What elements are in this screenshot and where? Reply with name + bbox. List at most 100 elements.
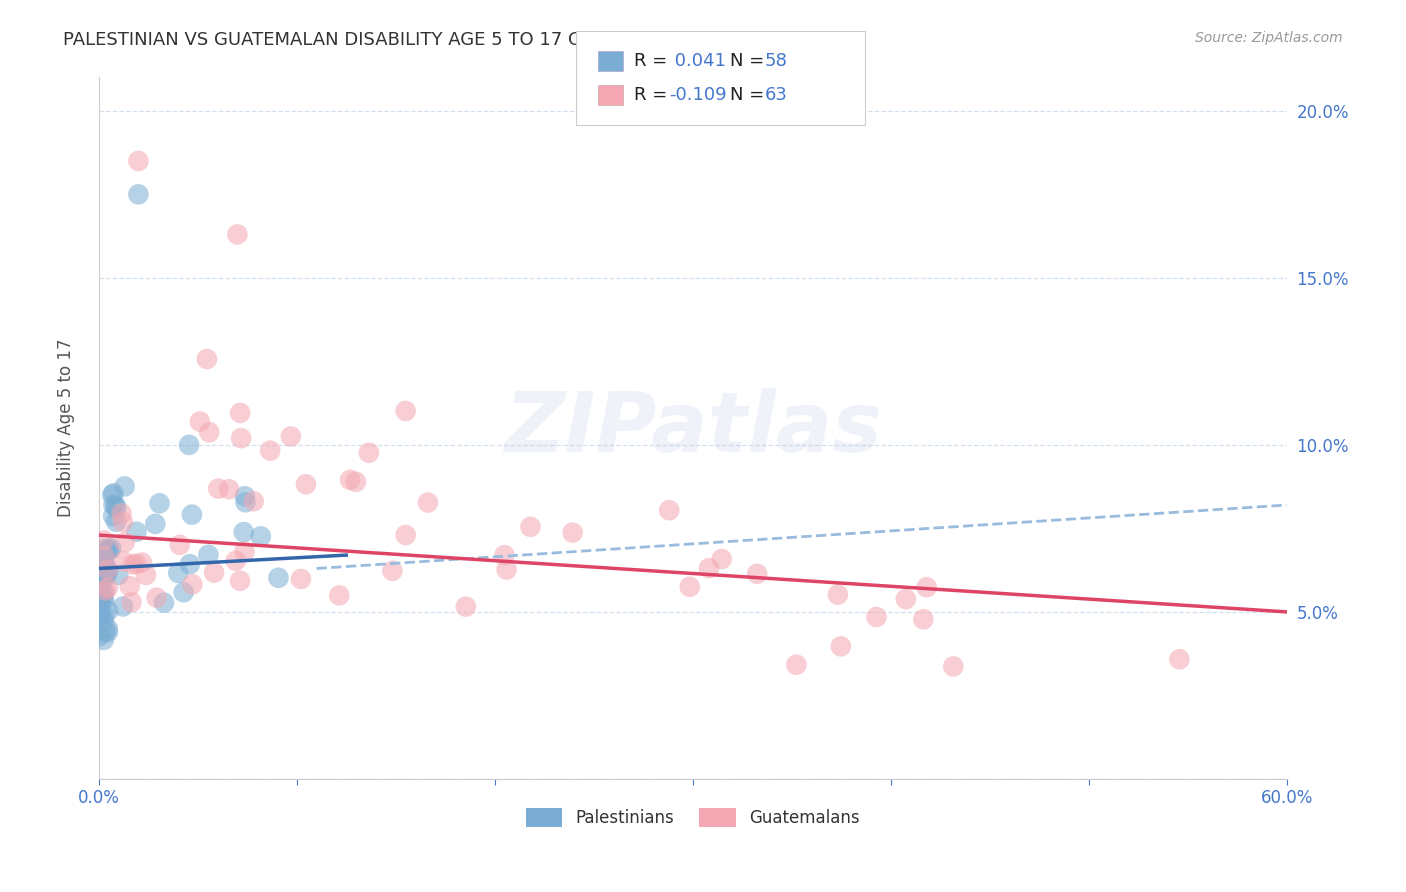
- Point: [179, 557, 201, 571]
- Point: [103, 486, 125, 500]
- Point: [89, 597, 111, 611]
- Point: [98, 543, 121, 558]
- Point: [697, 561, 720, 575]
- Text: N =: N =: [730, 52, 769, 70]
- Point: [89, 629, 111, 643]
- Point: [94, 568, 117, 582]
- Point: [93, 608, 115, 623]
- Point: [785, 657, 807, 672]
- Point: [127, 153, 149, 168]
- Point: [148, 496, 170, 510]
- Point: [87, 590, 110, 604]
- Point: [395, 404, 418, 418]
- Text: N =: N =: [730, 86, 769, 103]
- Point: [267, 571, 290, 585]
- Point: [416, 495, 439, 509]
- Point: [169, 538, 191, 552]
- Point: [101, 509, 124, 524]
- Point: [127, 187, 149, 202]
- Text: R =: R =: [634, 52, 673, 70]
- Point: [100, 541, 122, 556]
- Point: [207, 482, 229, 496]
- Text: PALESTINIAN VS GUATEMALAN DISABILITY AGE 5 TO 17 CORRELATION CHART: PALESTINIAN VS GUATEMALAN DISABILITY AGE…: [63, 31, 763, 49]
- Point: [242, 494, 264, 508]
- Point: [91, 591, 114, 606]
- Point: [97, 542, 120, 557]
- Y-axis label: Disability Age 5 to 17: Disability Age 5 to 17: [58, 339, 75, 517]
- Point: [105, 515, 128, 529]
- Text: ZIPatlas: ZIPatlas: [503, 388, 882, 468]
- Point: [93, 632, 115, 647]
- Text: 58: 58: [765, 52, 787, 70]
- Point: [107, 568, 129, 582]
- Point: [143, 516, 166, 531]
- Point: [97, 622, 120, 636]
- Point: [153, 596, 176, 610]
- Point: [679, 580, 702, 594]
- Point: [195, 351, 218, 366]
- Point: [103, 498, 125, 512]
- Point: [561, 525, 583, 540]
- Point: [894, 592, 917, 607]
- Point: [110, 507, 132, 521]
- Point: [93, 615, 115, 629]
- Point: [173, 585, 195, 599]
- Point: [93, 549, 115, 563]
- Point: [94, 583, 117, 598]
- Point: [96, 560, 118, 574]
- Legend: Palestinians, Guatemalans: Palestinians, Guatemalans: [519, 802, 866, 834]
- Point: [942, 659, 965, 673]
- Point: [181, 508, 204, 522]
- Point: [865, 610, 887, 624]
- Point: [131, 556, 153, 570]
- Point: [145, 591, 167, 605]
- Point: [112, 554, 135, 568]
- Point: [121, 595, 143, 609]
- Point: [658, 503, 681, 517]
- Point: [344, 475, 367, 489]
- Point: [395, 528, 418, 542]
- Point: [235, 495, 257, 509]
- Point: [167, 566, 190, 580]
- Text: 63: 63: [765, 86, 787, 103]
- Point: [233, 544, 256, 558]
- Point: [93, 624, 115, 639]
- Point: [218, 482, 240, 496]
- Point: [93, 570, 115, 584]
- Point: [229, 406, 252, 420]
- Point: [90, 554, 112, 568]
- Point: [232, 525, 254, 540]
- Point: [188, 415, 211, 429]
- Point: [97, 625, 120, 640]
- Point: [114, 479, 136, 493]
- Point: [94, 541, 117, 556]
- Point: [90, 579, 112, 593]
- Point: [827, 588, 849, 602]
- Point: [912, 612, 935, 626]
- Point: [97, 564, 120, 578]
- Point: [89, 591, 111, 605]
- Point: [339, 473, 361, 487]
- Point: [101, 488, 124, 502]
- Point: [114, 535, 136, 549]
- Point: [121, 558, 143, 572]
- Point: [111, 599, 134, 614]
- Point: [91, 586, 114, 600]
- Point: [280, 429, 302, 443]
- Point: [93, 586, 115, 600]
- Point: [118, 579, 141, 593]
- Point: [198, 425, 221, 440]
- Point: [96, 567, 118, 582]
- Point: [202, 566, 225, 580]
- Point: [225, 554, 247, 568]
- Text: 0.041: 0.041: [669, 52, 725, 70]
- Point: [295, 477, 318, 491]
- Point: [495, 563, 517, 577]
- Point: [747, 566, 769, 581]
- Point: [249, 529, 271, 543]
- Text: R =: R =: [634, 86, 673, 103]
- Point: [90, 607, 112, 622]
- Point: [229, 574, 252, 588]
- Point: [233, 489, 256, 503]
- Point: [96, 543, 118, 558]
